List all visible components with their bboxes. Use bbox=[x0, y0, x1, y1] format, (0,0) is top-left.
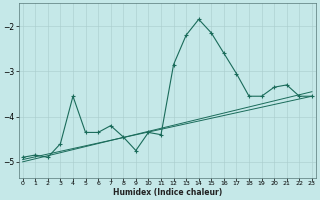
X-axis label: Humidex (Indice chaleur): Humidex (Indice chaleur) bbox=[113, 188, 222, 197]
